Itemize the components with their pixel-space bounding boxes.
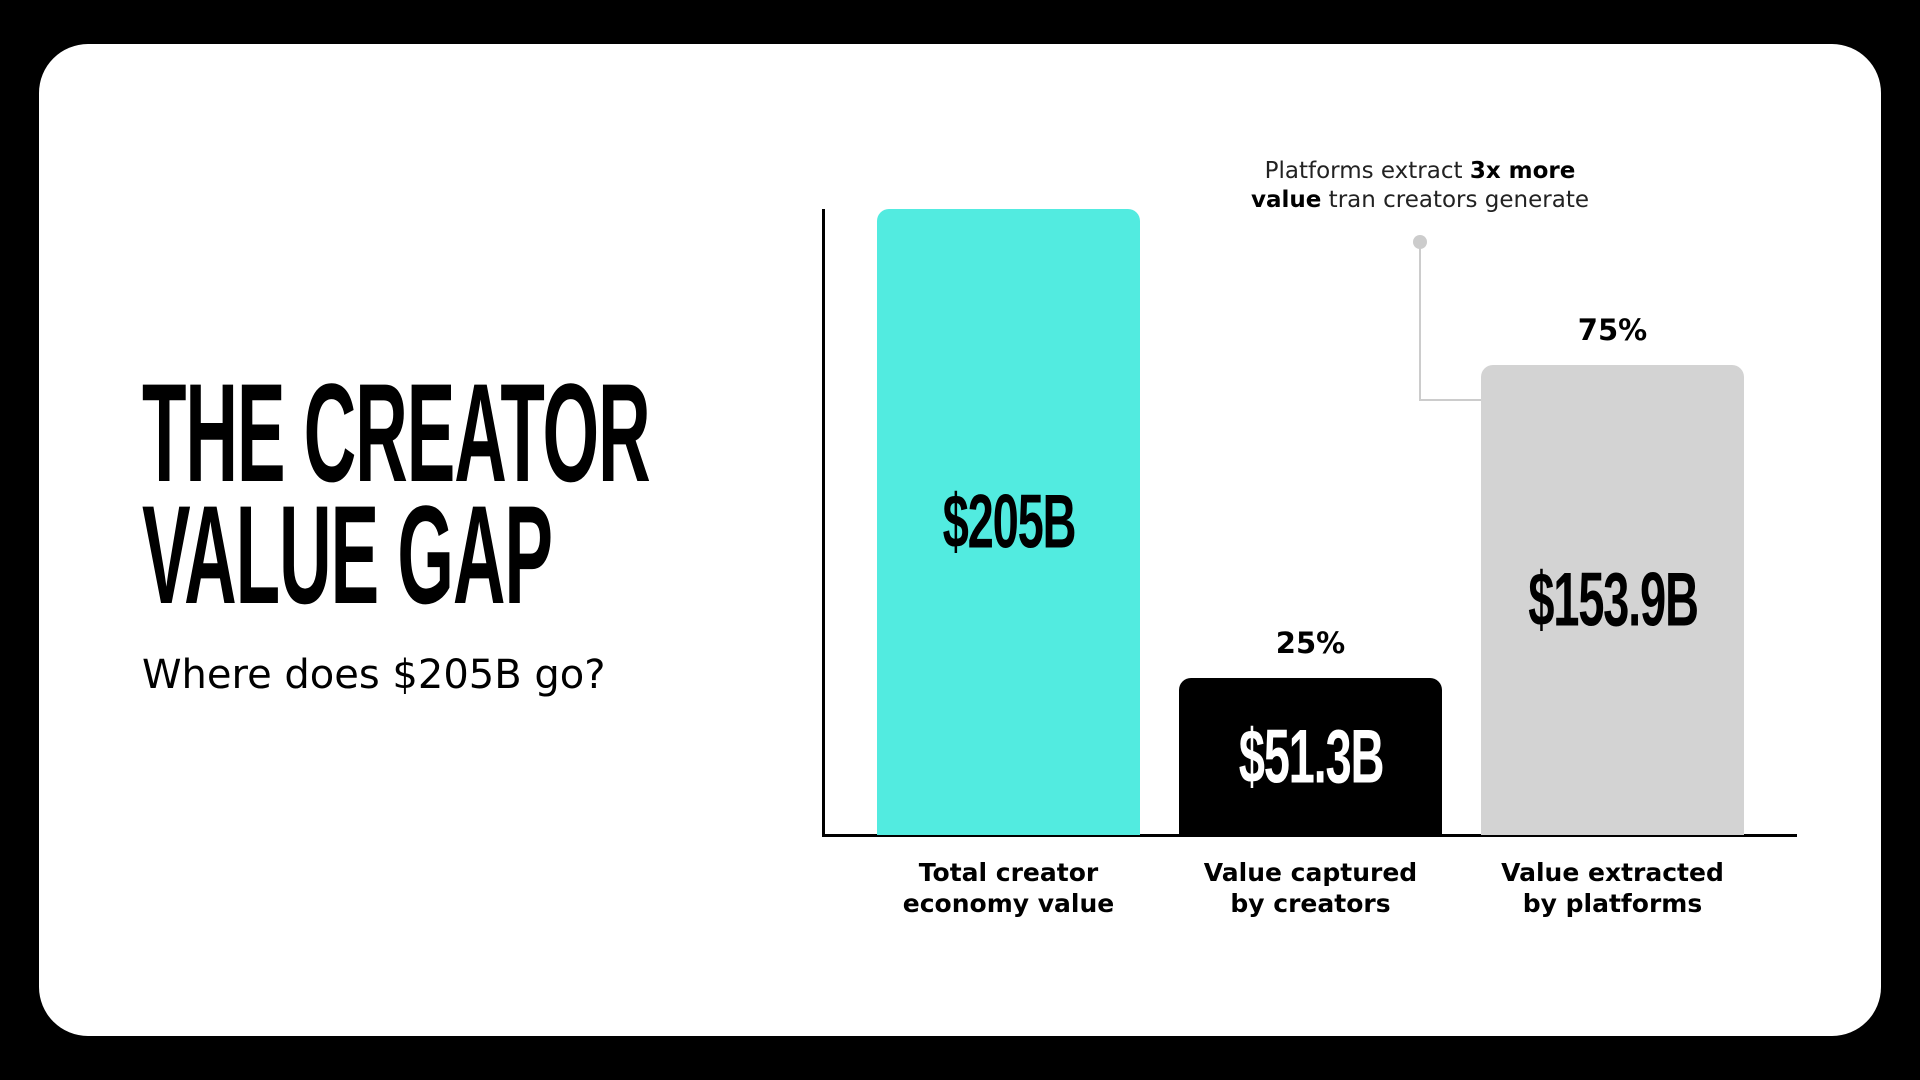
x-tick-label: Total creator economy value: [902, 858, 1115, 918]
value-label: $51.3B: [1238, 714, 1384, 800]
bar: [1179, 678, 1442, 835]
y-axis: [822, 209, 825, 837]
chart-subtitle: Where does $205B go?: [142, 652, 606, 698]
annotation-text: value: [1250, 187, 1322, 213]
x-tick-label: Value extracted by platforms: [1501, 858, 1724, 918]
annotation-text: tran creators generate: [1328, 187, 1590, 213]
share-label: 75%: [1577, 313, 1648, 348]
bar: [877, 209, 1140, 835]
chart-title: THE CREATOR VALUE GAP: [142, 354, 651, 633]
share-label: 25%: [1275, 626, 1346, 661]
value-label: $205B: [942, 479, 1076, 565]
annotation: Platforms extract 3x more value tran crea…: [1220, 157, 1620, 215]
value-label: $153.9B: [1527, 557, 1699, 643]
x-axis: [822, 834, 1797, 837]
bar: [1481, 365, 1744, 835]
annotation-text: 3x more: [1469, 158, 1576, 184]
connector-line: [1419, 242, 1421, 401]
annotation-text: Platforms extract: [1264, 158, 1463, 184]
x-tick-label: Value captured by creators: [1203, 858, 1418, 918]
connector-line: [1419, 399, 1482, 401]
